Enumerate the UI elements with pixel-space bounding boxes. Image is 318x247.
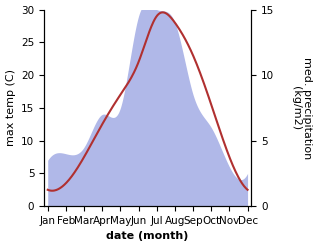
- Y-axis label: max temp (C): max temp (C): [5, 69, 16, 146]
- X-axis label: date (month): date (month): [107, 231, 189, 242]
- Y-axis label: med. precipitation
(kg/m2): med. precipitation (kg/m2): [291, 57, 313, 159]
